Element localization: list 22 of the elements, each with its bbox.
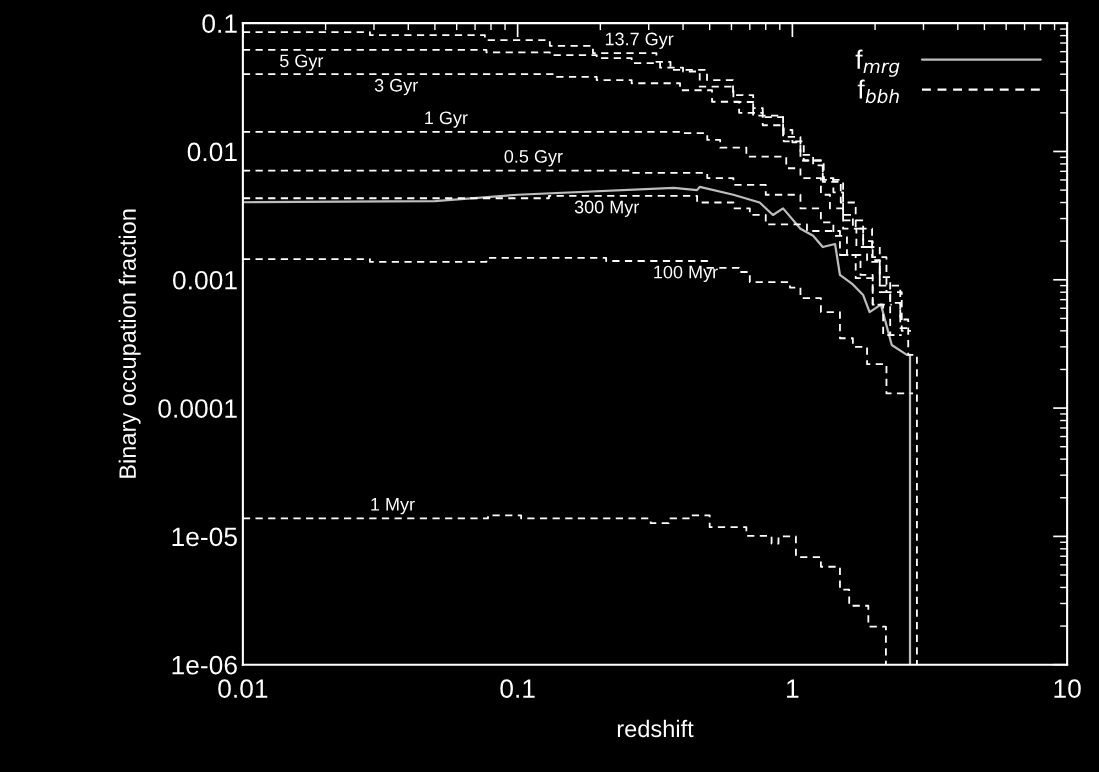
annotation: 300 Myr — [574, 200, 640, 217]
annotation: 1 Gyr — [425, 111, 468, 128]
annotation: 5 Gyr — [279, 54, 324, 71]
legend-label: f$_{bbh}$ — [857, 79, 899, 104]
x-axis-title: redshift — [617, 719, 694, 738]
x-tick-label: 0.01 — [218, 679, 268, 698]
annotation: 100 Myr — [654, 265, 718, 283]
y-tick-label: 0.001 — [173, 270, 237, 290]
annotation: 0.5 Gyr — [504, 150, 563, 167]
y-tick-label: 0.01 — [187, 142, 237, 162]
x-tick-label: 0.1 — [500, 679, 535, 698]
y-axis-title: Binary occupation fraction — [118, 209, 141, 478]
y-tick-label: 1e-06 — [172, 655, 237, 675]
x-tick-label: 10 — [1054, 679, 1081, 698]
y-tick-label: 1e-05 — [172, 527, 237, 547]
y-tick-label: 0.0001 — [158, 399, 237, 418]
annotation: 3 Gyr — [374, 78, 418, 96]
legend-label: f$_{mrg}$ — [855, 49, 900, 77]
x-tick-label: 1 — [787, 679, 799, 698]
annotation: 1 Myr — [371, 498, 415, 515]
annotation: 13.7 Gyr — [605, 32, 674, 49]
y-tick-label: 0.1 — [202, 14, 237, 33]
